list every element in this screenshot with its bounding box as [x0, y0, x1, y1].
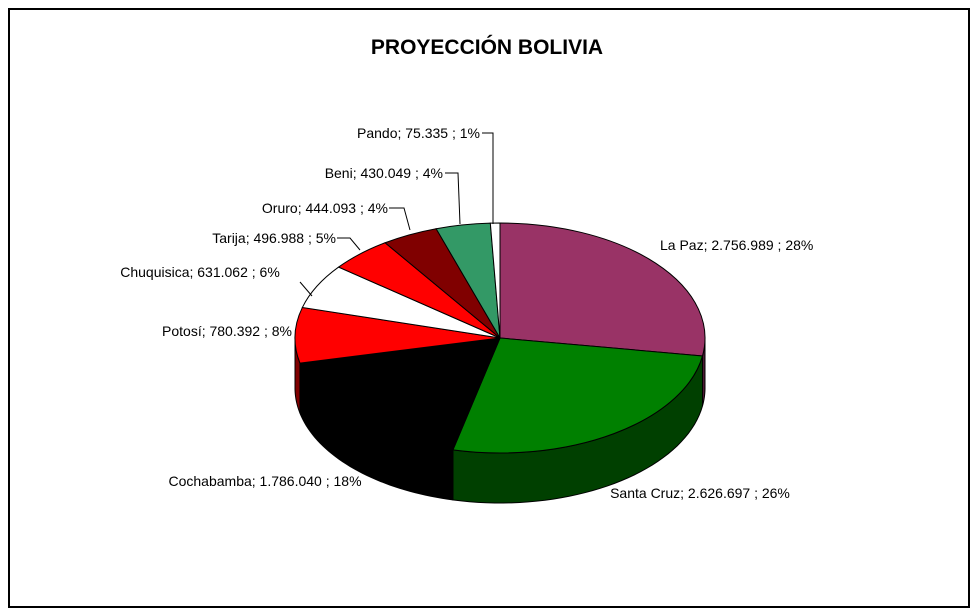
- data-label: Beni; 430.049 ; 4%: [324, 165, 443, 181]
- slice: [294, 306, 501, 364]
- data-label: Chuquisica; 631.062 ; 6%: [120, 264, 280, 280]
- chart-title: PROYECCIÓN BOLIVIA: [370, 36, 604, 59]
- chart: [294, 132, 706, 504]
- leader-line: [482, 132, 494, 224]
- data-label: Oruro; 444.093 ; 4%: [261, 200, 388, 216]
- slice: [452, 337, 704, 454]
- data-label: La Paz; 2.756.989 ; 28%: [660, 237, 814, 253]
- data-label: Potosí; 780.392 ; 8%: [162, 323, 292, 339]
- page: {"chart_data": {"type": "pie", "title": …: [8, 8, 970, 608]
- leader-line: [445, 172, 461, 225]
- leader-line: [299, 281, 313, 297]
- data-label: Tarija; 496.988 ; 5%: [212, 230, 336, 246]
- data-label: Cochabamba; 1.786.040 ; 18%: [168, 473, 362, 489]
- slice: [499, 222, 706, 357]
- leader-line: [337, 237, 361, 251]
- data-label: Santa Cruz; 2.626.697 ; 26%: [610, 485, 790, 501]
- slice: [299, 337, 501, 451]
- slice: [489, 222, 501, 339]
- data-label: Pando; 75.335 ; 1%: [357, 125, 480, 141]
- leader-line: [389, 207, 411, 231]
